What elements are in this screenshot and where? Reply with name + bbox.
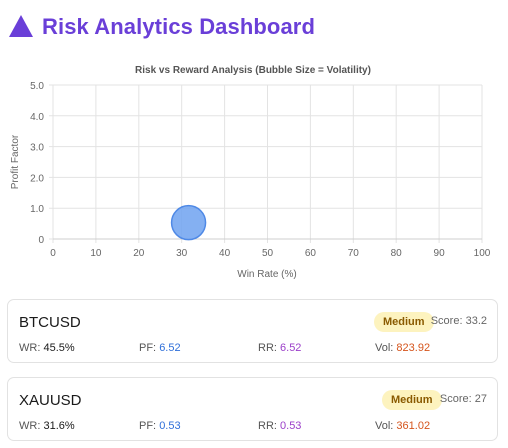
y-tick-label: 5.0 — [30, 81, 44, 92]
metric-value: 0.53 — [280, 420, 302, 432]
risk-badge: Medium — [374, 312, 434, 332]
y-tick-label: 0 — [38, 235, 44, 246]
chart-svg: Risk vs Reward Analysis (Bubble Size = V… — [10, 65, 491, 280]
x-tick-label: 30 — [176, 248, 188, 259]
metric-value: 6.52 — [280, 342, 302, 354]
x-tick-label: 10 — [90, 248, 102, 259]
x-tick-label: 90 — [434, 248, 446, 259]
metric-label: RR: — [258, 342, 277, 354]
risk-reward-chart[interactable]: Risk vs Reward Analysis (Bubble Size = V… — [0, 56, 508, 286]
metric-vol: Vol: 823.92 — [375, 342, 430, 354]
metric-vol: Vol: 361.02 — [375, 420, 430, 432]
x-tick-label: 20 — [133, 248, 145, 259]
x-tick-label: 0 — [50, 248, 56, 259]
y-tick-label: 3.0 — [30, 143, 44, 154]
y-axis-label: Profit Factor — [10, 134, 21, 189]
metric-label: Vol: — [375, 420, 394, 432]
chart-grid — [49, 84, 483, 243]
metric-wr: WR: 45.5% — [19, 342, 75, 354]
x-tick-label: 50 — [262, 248, 274, 259]
metric-wr: WR: 31.6% — [19, 420, 75, 432]
x-tick-label: 100 — [474, 248, 491, 259]
metric-label: RR: — [258, 420, 277, 432]
risk-badge: Medium — [382, 390, 442, 410]
metric-value: 823.92 — [396, 342, 431, 354]
x-axis-label: Win Rate (%) — [237, 269, 296, 280]
metric-rr: RR: 6.52 — [258, 342, 301, 354]
metric-label: WR: — [19, 420, 41, 432]
metric-value: 45.5% — [43, 342, 75, 354]
y-tick-label: 2.0 — [30, 173, 44, 184]
score-label: Score: — [430, 315, 463, 327]
asset-card-xauusd[interactable]: XAUUSD Medium Score: 27 WR: 31.6% PF: 0.… — [7, 377, 498, 441]
metric-pf: PF: 0.53 — [139, 420, 181, 432]
asset-symbol: BTCUSD — [19, 314, 81, 331]
x-tick-label: 70 — [348, 248, 360, 259]
asset-card-btcusd[interactable]: BTCUSD Medium Score: 33.2 WR: 45.5% PF: … — [7, 299, 498, 363]
metric-value: 6.52 — [159, 342, 181, 354]
metric-value: 361.02 — [396, 420, 431, 432]
score-text: Score: 33.2 — [431, 315, 487, 327]
x-tick-label: 80 — [391, 248, 403, 259]
metric-label: PF: — [139, 420, 157, 432]
score-value: 27 — [474, 393, 487, 405]
metric-label: Vol: — [375, 342, 394, 354]
score-value: 33.2 — [465, 315, 487, 327]
score-label: Score: — [439, 393, 472, 405]
metric-rr: RR: 0.53 — [258, 420, 301, 432]
y-tick-label: 4.0 — [30, 112, 44, 123]
y-axis-ticks: 0 1.0 2.0 3.0 4.0 5.0 — [30, 81, 44, 246]
triangle-icon — [9, 15, 33, 37]
y-tick-label: 1.0 — [30, 204, 44, 215]
x-axis-ticks: 0 10 20 30 40 50 60 70 80 90 100 — [50, 248, 491, 259]
metric-value: 0.53 — [159, 420, 181, 432]
asset-symbol: XAUUSD — [19, 392, 82, 409]
chart-points — [170, 204, 207, 241]
metric-label: WR: — [19, 342, 41, 354]
x-tick-label: 60 — [305, 248, 317, 259]
score-text: Score: 27 — [440, 393, 487, 405]
x-tick-label: 40 — [219, 248, 231, 259]
metric-pf: PF: 6.52 — [139, 342, 181, 354]
metric-label: PF: — [139, 342, 157, 354]
metric-value: 31.6% — [43, 420, 75, 432]
bubble-point[interactable] — [170, 204, 207, 241]
chart-title: Risk vs Reward Analysis (Bubble Size = V… — [135, 65, 371, 76]
page-title: Risk Analytics Dashboard — [42, 14, 316, 39]
page-header: Risk Analytics Dashboard — [9, 12, 315, 42]
